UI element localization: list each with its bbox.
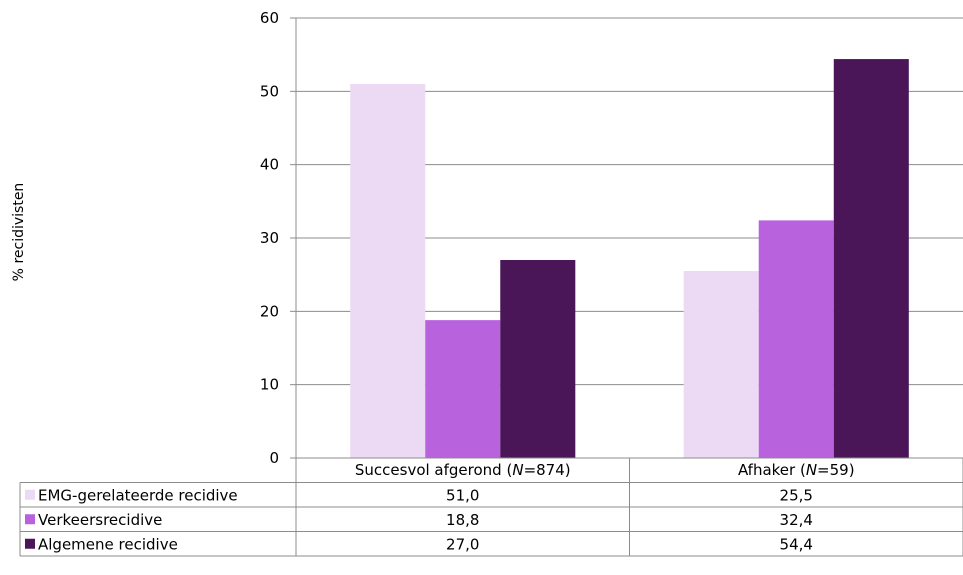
bar: [758, 220, 834, 458]
bar: [425, 320, 501, 458]
x-category-label: Afhaker (N=59): [738, 461, 855, 479]
legend-series-name: Verkeersrecidive: [38, 511, 162, 529]
bars: [350, 59, 909, 459]
table-value: 32,4: [780, 511, 813, 529]
y-tick-label: 20: [260, 302, 279, 320]
y-tick-label: 60: [260, 9, 279, 27]
y-axis: 0 10 20 30 40 50 60: [260, 9, 297, 467]
legend-series-name: EMG-gerelateerde recidive: [38, 486, 238, 504]
table-value: 18,8: [446, 511, 479, 529]
bar: [683, 271, 759, 458]
y-tick-label: 10: [260, 376, 279, 394]
y-tick-label: 40: [260, 156, 279, 174]
table-value: 25,5: [780, 486, 813, 504]
x-category-label: Succesvol afgerond (N=874): [355, 461, 571, 479]
legend-swatch: [25, 514, 35, 525]
legend-series-name: Algemene recidive: [38, 535, 178, 553]
legend-swatch: [25, 538, 35, 549]
table-value: 51,0: [446, 486, 479, 504]
y-tick-label: 0: [269, 449, 279, 467]
data-table: Succesvol afgerond (N=874) Afhaker (N=59)…: [19, 457, 963, 557]
bar: [833, 59, 909, 459]
y-tick-label: 30: [260, 229, 279, 247]
table-value: 27,0: [446, 535, 479, 553]
legend-swatch: [25, 489, 35, 500]
bar: [350, 84, 426, 458]
y-tick-label: 50: [260, 82, 279, 100]
table-value: 54,4: [780, 535, 813, 553]
bar: [500, 260, 576, 458]
y-axis-label: % recidivisten: [11, 183, 27, 282]
